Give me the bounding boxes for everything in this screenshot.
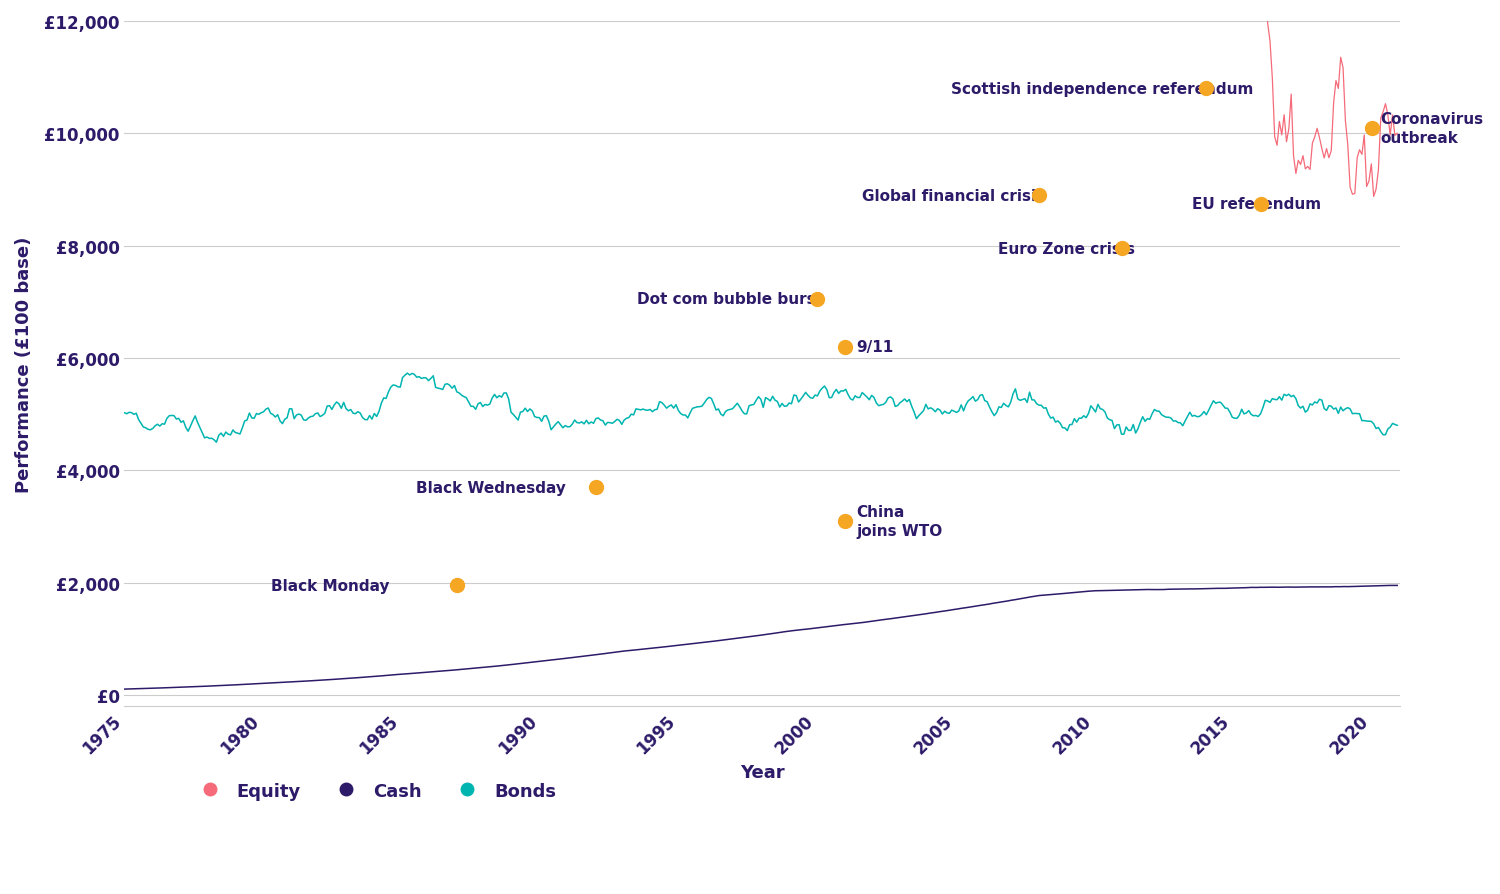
Text: Scottish independence referendum: Scottish independence referendum (951, 82, 1252, 97)
Text: Black Wednesday: Black Wednesday (416, 480, 566, 495)
Text: Coronavirus
outbreak: Coronavirus outbreak (1380, 112, 1484, 146)
Text: Global financial crisis: Global financial crisis (862, 189, 1046, 203)
Text: Black Monday: Black Monday (272, 578, 390, 594)
Legend: Equity, Cash, Bonds: Equity, Cash, Bonds (184, 774, 564, 807)
Text: Euro Zone crisis: Euro Zone crisis (998, 241, 1134, 257)
Text: Dot com bubble burst: Dot com bubble burst (638, 292, 824, 308)
X-axis label: Year: Year (740, 763, 784, 781)
Y-axis label: Performance (£100 base): Performance (£100 base) (15, 236, 33, 493)
Text: China
joins WTO: China joins WTO (856, 504, 942, 538)
Text: 9/11: 9/11 (856, 340, 894, 355)
Text: EU referendum: EU referendum (1191, 197, 1322, 212)
